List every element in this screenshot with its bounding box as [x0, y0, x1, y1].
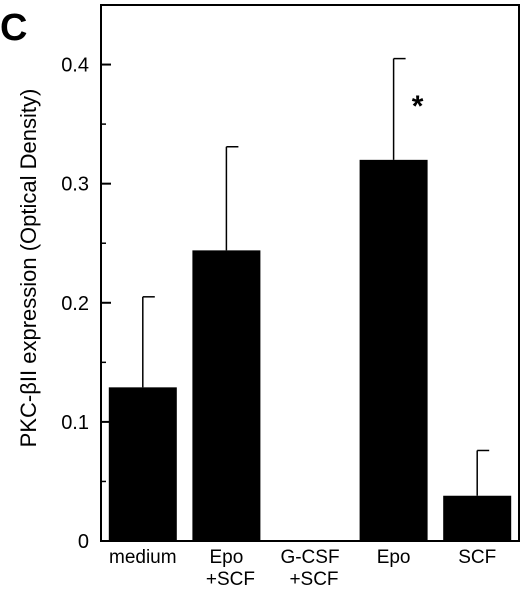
plot-frame	[100, 4, 520, 542]
category-label: SCF	[458, 547, 496, 568]
bars-group	[108, 57, 512, 541]
y-tick-label: 0	[78, 531, 89, 553]
y-tick-label: 0.4	[61, 55, 89, 77]
y-tick-label: 0.1	[61, 412, 89, 434]
bar	[108, 387, 177, 541]
y-tick-label: 0.3	[61, 174, 89, 196]
bar	[192, 250, 261, 541]
panel-label: C	[0, 7, 27, 49]
category-label: +SCF	[206, 569, 255, 590]
y-tick-label: 0.2	[61, 293, 89, 315]
category-label: G-CSF	[280, 547, 339, 568]
bar	[359, 159, 428, 541]
y-axis-label: PKC-βII expression (Optical Density)	[16, 89, 41, 448]
significance-asterisk: *	[412, 90, 424, 123]
category-label: +SCF	[289, 569, 338, 590]
category-label: Epo	[209, 547, 243, 568]
category-label: medium	[109, 547, 177, 568]
bar	[443, 495, 512, 541]
category-label: Epo	[377, 547, 411, 568]
